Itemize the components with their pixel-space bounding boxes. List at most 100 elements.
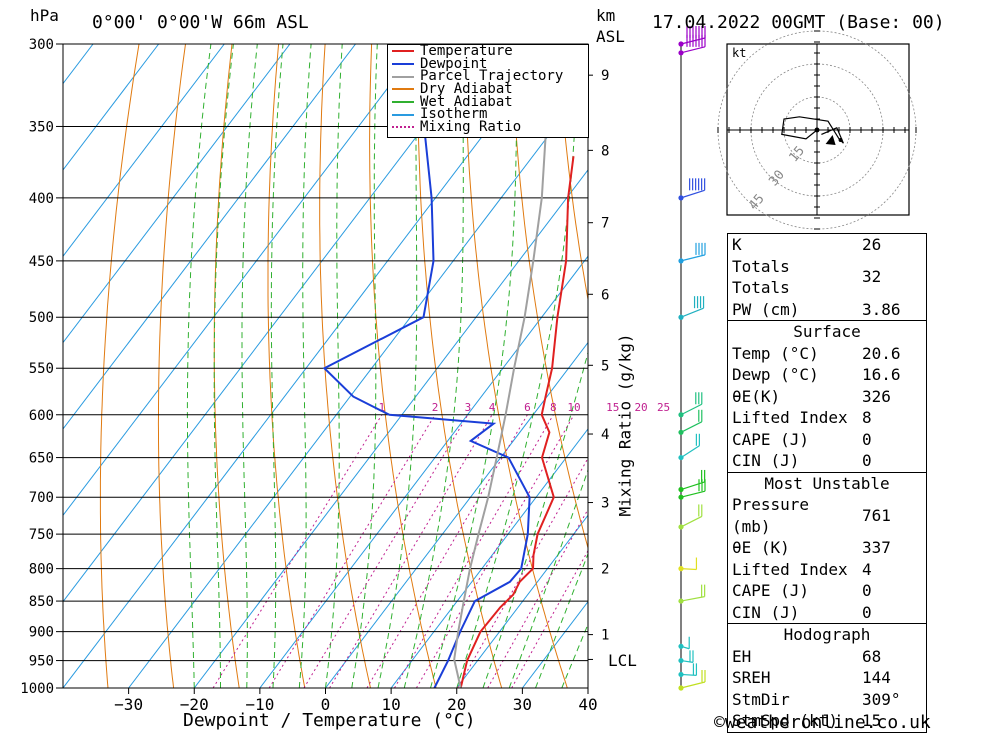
height-tick-label: 1: [601, 628, 609, 644]
index-section-header: Most Unstable: [727, 471, 927, 494]
credit-footer[interactable]: ©weatheronline.co.uk: [714, 712, 931, 733]
storm-motion-marker: [825, 135, 836, 145]
index-label: θE(K): [732, 386, 781, 406]
mixing-ratio-tick-label: 1: [379, 401, 386, 414]
legend-swatch: [392, 126, 414, 129]
mixing-ratio-tick-label: 2: [432, 401, 439, 414]
temperature-profile: [459, 156, 575, 688]
isotherm-line: [325, 341, 588, 688]
stability-index-table: K 26 Totals Totals 32 PW (cm) 3.86 Surface Temp…: [727, 233, 927, 733]
dry-adiabat-line: [417, 44, 503, 688]
index-value: 309°: [862, 689, 901, 709]
index-row: CIN (J) 0: [728, 602, 927, 624]
index-value: 4: [862, 559, 872, 579]
temperature-tick-label: −20: [180, 695, 209, 714]
legend-swatch: [392, 75, 414, 78]
index-row: SREH 144: [728, 667, 927, 689]
index-value: 337: [862, 538, 891, 557]
index-row: Lifted Index 8: [728, 407, 927, 429]
height-tick-label: 2: [601, 562, 609, 578]
index-value: 15: [862, 711, 882, 730]
km-unit-label: km: [596, 6, 616, 25]
legend-label: Mixing Ratio: [420, 119, 522, 136]
index-label: PW (cm): [732, 299, 800, 319]
wind-level-dot: [678, 494, 684, 500]
mixing-ratio-line: [487, 508, 588, 688]
wet-adiabat-line: [377, 44, 418, 688]
hpa-unit-label: hPa: [30, 6, 59, 25]
legend-swatch: [392, 113, 414, 116]
isotherm-line: [0, 44, 27, 688]
index-label: Lifted Index: [732, 408, 848, 427]
index-row: PW (cm) 3.86: [728, 299, 927, 321]
index-row: StmSpd (kt) 15: [728, 710, 927, 732]
height-tick-label: 8: [601, 143, 609, 159]
index-label: StmDir: [732, 689, 790, 709]
index-row: Lifted Index 4: [728, 559, 927, 581]
legend-entry: Temperature: [388, 44, 588, 58]
temperature-tick-label: −10: [245, 695, 274, 714]
asl-label: ASL: [596, 27, 625, 46]
parcel-trajectory-profile: [453, 44, 548, 688]
wind-barb: [678, 584, 706, 604]
index-row: CAPE (J) 0: [728, 429, 927, 451]
hodograph-trace: [781, 116, 844, 144]
legend-entry: Dry Adiabat: [388, 82, 588, 96]
index-row: CAPE (J) 0: [728, 580, 927, 602]
height-tick-label: 4: [601, 427, 609, 443]
index-label: Dewp (°C): [732, 365, 819, 384]
wind-barb: [678, 409, 703, 435]
wind-level-dot: [678, 657, 684, 664]
wind-level-dot: [678, 454, 684, 461]
plot-frame: [62, 43, 589, 689]
wind-level-dot: [678, 643, 684, 649]
wind-barb: [678, 392, 703, 418]
wind-level-dot: [678, 685, 684, 691]
index-row: Most Unstable: [727, 471, 927, 494]
pressure-tick-label: 700: [29, 490, 54, 506]
index-row: Temp (°C) 20.6: [728, 343, 927, 365]
index-value: 68: [862, 646, 882, 666]
mixing-ratio-tick-label: 6: [524, 401, 531, 414]
index-label: CAPE (J): [732, 429, 810, 449]
mixing-ratio-tick-label: 25: [657, 401, 670, 414]
pressure-tick-label: 500: [29, 310, 54, 326]
pressure-tick-label: 750: [29, 527, 54, 543]
index-row: StmDir 309°: [728, 689, 927, 711]
dry-adiabat-line: [99, 44, 140, 688]
isotherm-line: [193, 169, 588, 688]
pressure-tick-label: 950: [29, 654, 54, 670]
wind-level-dot: [678, 598, 684, 604]
legend: Temperature Dewpoint Parcel Trajectory Dry …: [387, 44, 589, 138]
mixing-ratio-tick-label: 3: [465, 401, 472, 414]
hodograph-origin: [814, 127, 820, 133]
wet-adiabat-line: [186, 44, 212, 688]
index-value: 8: [862, 408, 872, 427]
dry-adiabat-line: [267, 44, 306, 688]
mixing-ratio-line: [303, 414, 469, 688]
temperature-tick-label: 0: [321, 695, 331, 714]
dry-adiabat-line: [930, 44, 1000, 688]
height-tick-label: 9: [601, 68, 609, 84]
legend-entry: Wet Adiabat: [388, 95, 588, 109]
isotherm-line: [456, 514, 588, 688]
legend-label: Isotherm: [420, 106, 488, 123]
wind-barb: [678, 636, 690, 650]
pressure-tick-label: 1000: [20, 681, 54, 697]
index-value: 0: [862, 602, 872, 622]
index-label: Pressure (mb): [732, 495, 810, 536]
legend-swatch: [392, 101, 414, 104]
pressure-tick-label: 800: [29, 562, 54, 578]
index-row: Surface: [727, 320, 927, 343]
mixing-ratio-tick-label: 15: [606, 401, 619, 414]
wind-barb: [678, 557, 698, 572]
index-row: K 26: [728, 234, 927, 256]
index-value: 144: [862, 668, 891, 687]
legend-entry: Dewpoint: [388, 57, 588, 71]
wind-barb: [678, 670, 706, 691]
dry-adiabat-line: [557, 44, 588, 303]
index-value: 32: [862, 267, 882, 287]
index-value: 16.6: [862, 365, 901, 384]
index-label: CAPE (J): [732, 581, 810, 600]
index-row: Pressure (mb) 761: [728, 494, 927, 537]
